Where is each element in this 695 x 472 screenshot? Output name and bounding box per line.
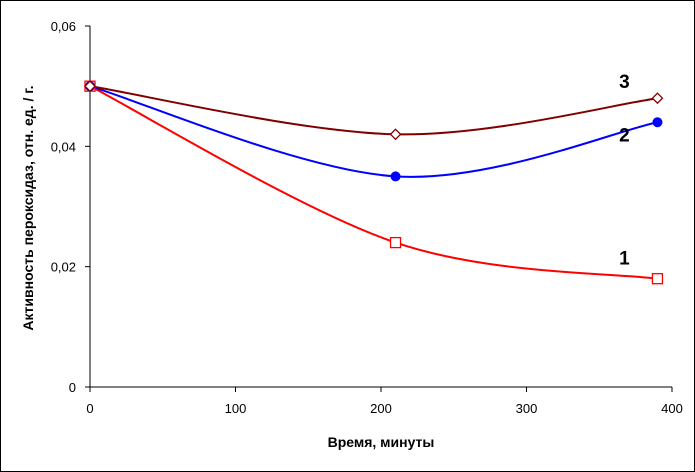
y-ticks: 0 0,02 0,04 0,06 [51,19,90,395]
x-tick-label: 200 [370,401,392,416]
y-tick-label: 0,04 [51,139,76,154]
series-3-point [84,80,96,93]
axes [89,26,672,388]
series-3-line [89,85,658,136]
y-tick-label: 0 [69,380,76,395]
series-1-label: 1 [619,249,630,270]
series-3-point [389,128,402,141]
y-tick-label: 0,02 [51,260,76,275]
series-2-label: 2 [619,125,630,146]
series-labels: 1 2 3 [619,72,630,270]
y-tick-label: 0,06 [51,19,76,34]
y-axis-title: Активность пероксидаз, отн. ед. / г. [20,85,36,330]
series-3-label: 3 [619,72,630,93]
series-2-point [390,171,401,182]
x-ticks: 0 100 200 300 400 [86,387,683,416]
series-lines [89,85,658,280]
series-2-line [89,85,658,178]
x-tick-label: 0 [86,401,93,416]
series-3-point [651,92,664,105]
series-2-point [652,117,663,128]
x-axis-title: Время, минуты [328,434,435,450]
x-tick-label: 400 [661,401,683,416]
series-1-point [651,273,664,285]
x-tick-label: 300 [516,401,538,416]
series-1-point [389,236,402,249]
series-markers [84,80,664,285]
x-tick-label: 100 [225,401,247,416]
